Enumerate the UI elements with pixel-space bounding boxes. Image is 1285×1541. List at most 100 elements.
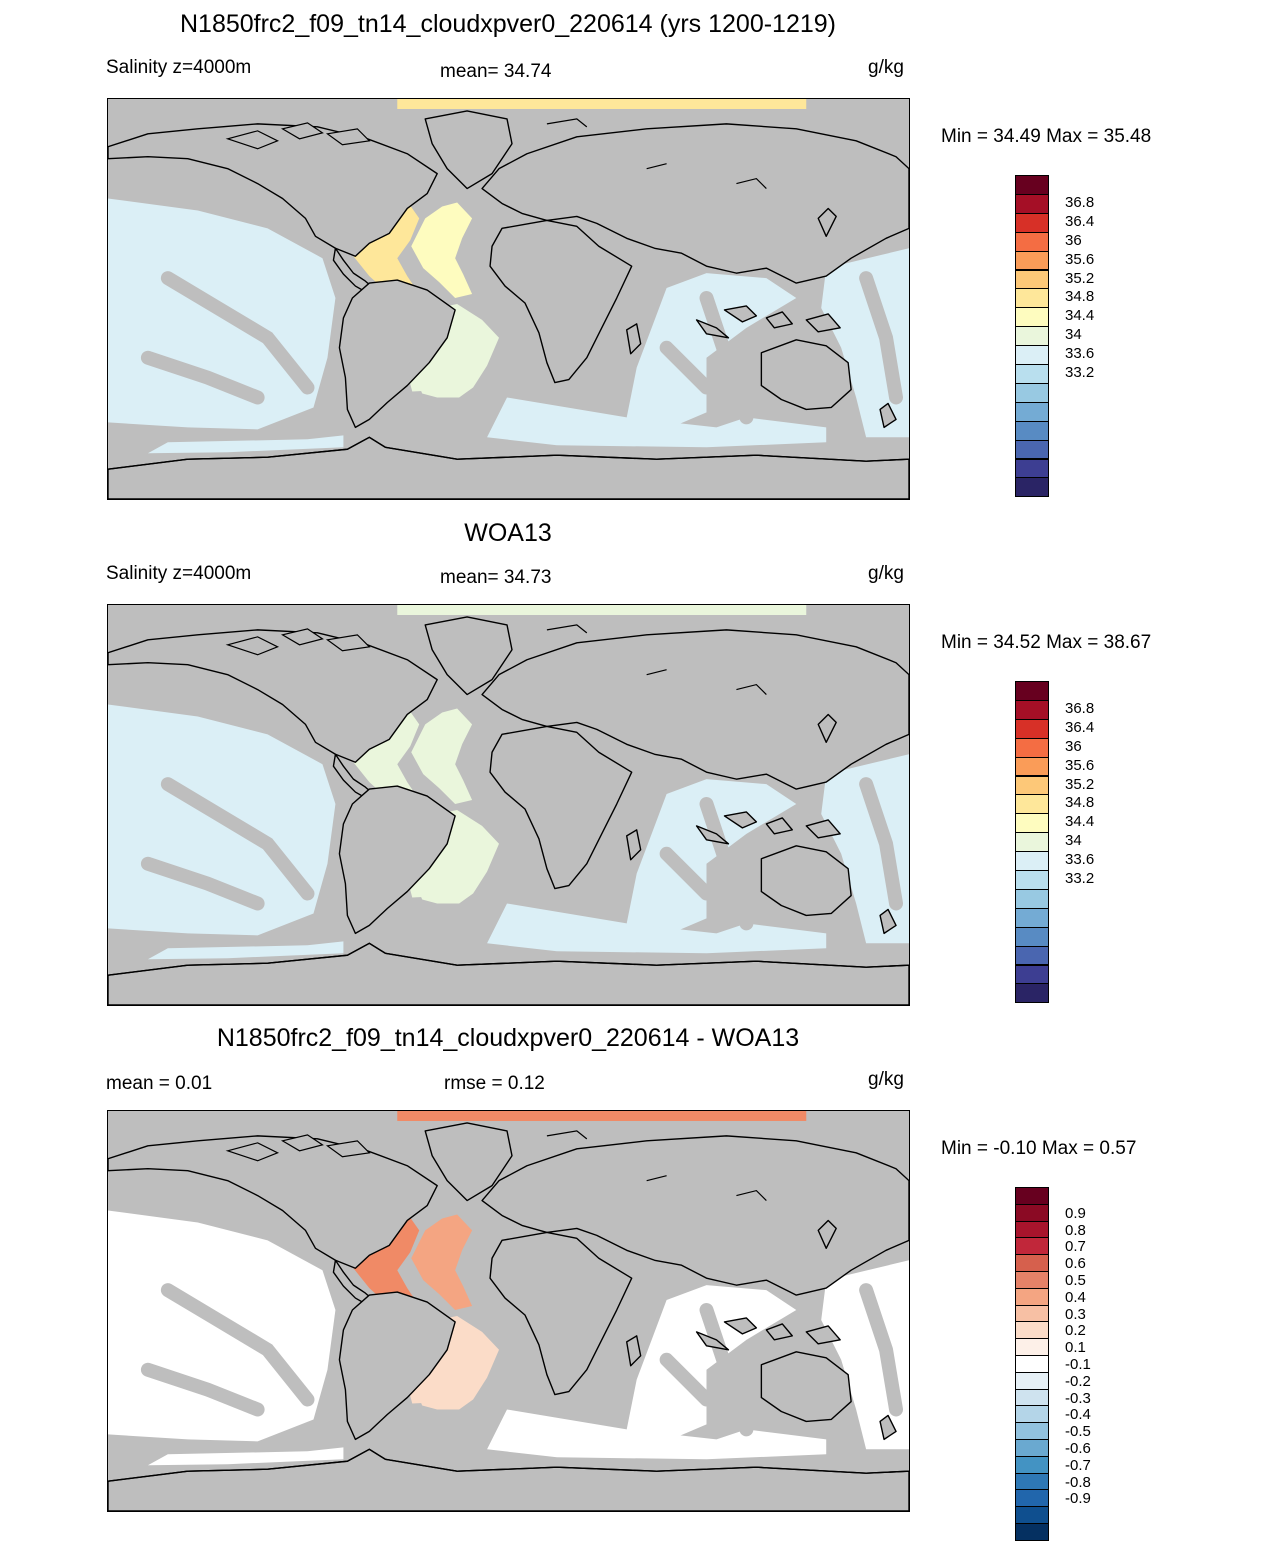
colorbar-label: -0.4	[1065, 1406, 1091, 1424]
colorbar-swatch	[1015, 888, 1049, 909]
world-map-graphic	[108, 1111, 909, 1511]
colorbar-swatch	[1015, 775, 1049, 796]
colorbar-swatch	[1015, 1489, 1049, 1508]
colorbar-swatch	[1015, 1405, 1049, 1424]
colorbar-label: -0.5	[1065, 1423, 1091, 1441]
colorbar-swatch	[1015, 364, 1049, 384]
colorbar-swatch	[1015, 420, 1049, 441]
colorbar-swatch	[1015, 870, 1049, 890]
colorbar-swatch	[1015, 1254, 1049, 1272]
colorbar-swatch	[1015, 175, 1049, 195]
colorbar-swatch	[1015, 1523, 1049, 1541]
colorbar-swatch	[1015, 250, 1049, 271]
colorbar-label: 0.6	[1065, 1255, 1086, 1273]
colorbar-swatch	[1015, 1338, 1049, 1356]
colorbar-swatch	[1015, 681, 1049, 701]
panel-mean-label: mean = 0.01	[106, 1073, 213, 1094]
min-max-label: Min = -0.10 Max = 0.57	[941, 1138, 1137, 1159]
colorbar-swatch	[1015, 1455, 1049, 1474]
colorbar-label: 36.4	[1065, 718, 1095, 736]
panel-units-label: g/kg	[868, 563, 904, 584]
colorbar-label: 33.2	[1065, 364, 1095, 381]
colorbar-label: -0.6	[1065, 1440, 1091, 1457]
colorbar-label: 0.4	[1065, 1288, 1086, 1306]
colorbar-swatch	[1015, 326, 1049, 347]
colorbar-label: 35.6	[1065, 756, 1095, 774]
colorbar-label: 36	[1065, 231, 1082, 249]
colorbar-swatch	[1015, 1271, 1049, 1289]
colorbar-label: 34.4	[1065, 307, 1095, 325]
colorbar-swatch	[1015, 1355, 1049, 1373]
colorbar-swatch	[1015, 231, 1049, 252]
colorbar-swatch	[1015, 288, 1049, 309]
colorbar-label: 34.8	[1065, 794, 1095, 812]
colorbar-swatch	[1015, 382, 1049, 403]
colorbar-swatch	[1015, 193, 1049, 214]
colorbar-swatch	[1015, 813, 1049, 834]
colorbar-label: 0.3	[1065, 1305, 1086, 1323]
colorbar-label: 33.6	[1065, 851, 1095, 869]
colorbar-label: 34.8	[1065, 288, 1095, 306]
panel-mean-label: mean= 34.73	[440, 567, 552, 588]
colorbar-label: 34	[1065, 832, 1082, 850]
colorbar-swatch	[1015, 1388, 1049, 1407]
colorbar-swatch	[1015, 1371, 1049, 1390]
panel-units-label: g/kg	[868, 57, 904, 78]
salinity-map	[107, 604, 910, 1006]
panel-title: WOA13	[464, 519, 552, 547]
salinity-map	[107, 98, 910, 500]
panel-title: N1850frc2_f09_tn14_cloudxpver0_220614 (y…	[179, 10, 837, 38]
colorbar-swatch	[1015, 439, 1049, 460]
colorbar-swatch	[1015, 1203, 1049, 1222]
colorbar-label: -0.7	[1065, 1456, 1091, 1474]
colorbar-swatch	[1015, 307, 1049, 328]
panel-mean-label: mean= 34.74	[440, 61, 552, 82]
colorbar-label: 0.9	[1065, 1204, 1086, 1222]
colorbar-swatch	[1015, 983, 1049, 1004]
colorbar: 36.8 36.4 36 35.6 35.2 34.8 34.4 34 33.6 33.2	[1015, 175, 1094, 498]
colorbar-swatch	[1015, 907, 1049, 928]
colorbar-label: 34.4	[1065, 813, 1095, 831]
colorbar-swatch	[1015, 794, 1049, 815]
colorbar-swatch	[1015, 1321, 1049, 1340]
colorbar-swatch	[1015, 1439, 1049, 1457]
colorbar-label: -0.8	[1065, 1473, 1091, 1491]
difference-map	[107, 1110, 910, 1512]
colorbar-label: 0.1	[1065, 1339, 1086, 1357]
colorbar-label: 36.8	[1065, 699, 1095, 717]
colorbar-swatch	[1015, 1472, 1049, 1491]
panel-title: N1850frc2_f09_tn14_cloudxpver0_220614 - …	[216, 1024, 800, 1052]
colorbar-label: 34	[1065, 326, 1082, 344]
colorbar-swatch	[1015, 401, 1049, 422]
colorbar-label: 0.7	[1065, 1238, 1086, 1256]
colorbar-label: -0.3	[1065, 1389, 1091, 1407]
colorbar-label: 0.8	[1065, 1221, 1086, 1239]
colorbar-label: 36.8	[1065, 193, 1095, 211]
colorbar-label: 35.6	[1065, 250, 1095, 268]
colorbar-swatch	[1015, 1304, 1049, 1323]
colorbar-label: 36	[1065, 737, 1082, 755]
colorbar-swatch	[1015, 756, 1049, 777]
panel-units-label: g/kg	[868, 1069, 904, 1090]
colorbar-swatch	[1015, 945, 1049, 966]
colorbar-swatch	[1015, 851, 1049, 871]
colorbar-swatch	[1015, 345, 1049, 365]
colorbar-swatch	[1015, 477, 1049, 498]
colorbar-swatch	[1015, 458, 1049, 479]
colorbar-label: 35.2	[1065, 269, 1095, 287]
panel-left-label: Salinity z=4000m	[106, 563, 252, 584]
colorbar: 0.9 0.8 0.7 0.6 0.5 0.4 0.3 0.2 0.1 -0.1 -0.2 -0.3-…	[1015, 1187, 1091, 1541]
colorbar-swatch	[1015, 964, 1049, 985]
world-map-graphic	[108, 99, 909, 499]
colorbar-swatch	[1015, 1220, 1049, 1239]
panel-left-label: Salinity z=4000m	[106, 57, 252, 78]
colorbar-swatch	[1015, 1287, 1049, 1306]
colorbar-swatch	[1015, 699, 1049, 720]
colorbar-swatch	[1015, 832, 1049, 853]
colorbar-swatch	[1015, 1422, 1049, 1440]
colorbar-label: 0.2	[1065, 1322, 1086, 1340]
min-max-label: Min = 34.49 Max = 35.48	[941, 126, 1152, 147]
colorbar-swatch	[1015, 926, 1049, 947]
colorbar-swatch	[1015, 737, 1049, 758]
colorbar-label: -0.2	[1065, 1372, 1091, 1390]
